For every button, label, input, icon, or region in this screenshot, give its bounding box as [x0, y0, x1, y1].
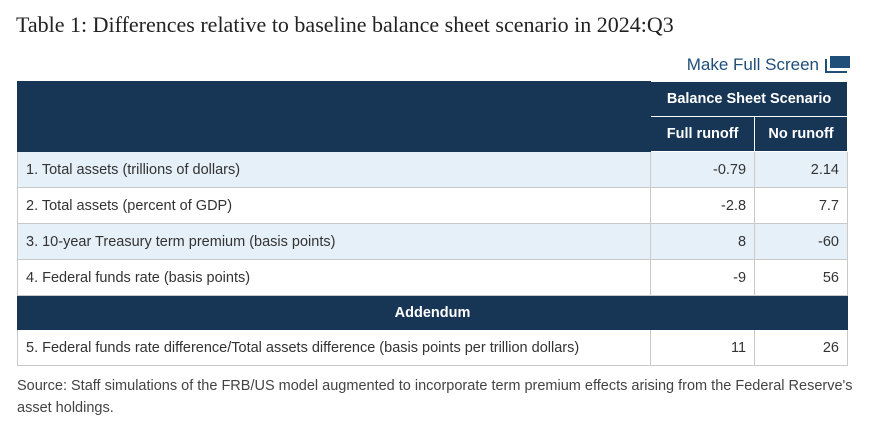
make-full-screen-link[interactable]: Make Full Screen — [687, 55, 851, 75]
addendum-row: Addendum — [17, 295, 848, 330]
row-no-runoff-value: -60 — [754, 223, 848, 260]
row-no-runoff-value: 2.14 — [754, 151, 848, 188]
row-label: 3. 10-year Treasury term premium (basis … — [16, 223, 652, 260]
addendum-label: Addendum — [17, 295, 848, 330]
row-full-runoff-value: 11 — [650, 329, 756, 366]
table-title: Table 1: Differences relative to baselin… — [16, 12, 674, 37]
row-label: 4. Federal funds rate (basis points) — [16, 259, 652, 296]
table-row: 5. Federal funds rate difference/Total a… — [16, 329, 848, 366]
table-row: 4. Federal funds rate (basis points) -9 … — [16, 259, 848, 296]
data-table: Balance Sheet Scenario Full runoff No ru… — [16, 81, 848, 366]
row-label: 1. Total assets (trillions of dollars) — [16, 151, 652, 188]
header-no-runoff: No runoff — [754, 116, 848, 152]
row-full-runoff-value: 8 — [650, 223, 756, 260]
table-row: 2. Total assets (percent of GDP) -2.8 7.… — [16, 187, 848, 224]
source-note: Source: Staff simulations of the FRB/US … — [17, 378, 853, 416]
row-no-runoff-value: 26 — [754, 329, 848, 366]
header-balance-sheet-scenario: Balance Sheet Scenario — [650, 81, 848, 117]
row-full-runoff-value: -2.8 — [650, 187, 756, 224]
row-full-runoff-value: -0.79 — [650, 151, 756, 188]
row-no-runoff-value: 56 — [754, 259, 848, 296]
make-full-screen-label: Make Full Screen — [686, 55, 819, 74]
row-no-runoff-value: 7.7 — [754, 187, 848, 224]
row-label: 5. Federal funds rate difference/Total a… — [16, 329, 652, 366]
row-label: 2. Total assets (percent of GDP) — [16, 187, 652, 224]
header-blank — [16, 81, 652, 152]
row-full-runoff-value: -9 — [650, 259, 756, 296]
header-full-runoff: Full runoff — [650, 116, 756, 152]
table-row: 3. 10-year Treasury term premium (basis … — [16, 223, 848, 260]
table-row: 1. Total assets (trillions of dollars) -… — [16, 151, 848, 188]
fullscreen-icon — [825, 56, 851, 74]
